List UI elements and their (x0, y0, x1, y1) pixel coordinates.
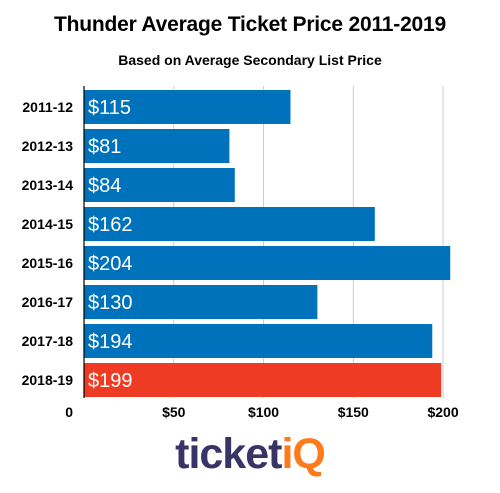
chart-subtitle: Based on Average Secondary List Price (118, 52, 382, 68)
x-tick-label: $100 (248, 404, 279, 420)
bar-2014-15 (84, 207, 375, 241)
bar-chart: $115 2011-12 $81 2012-13 $84 2013-14 $162 2014-… (22, 86, 459, 420)
category-label: 2016-17 (22, 294, 74, 310)
category-label: 2015-16 (22, 255, 74, 271)
chart-title: Thunder Average Ticket Price 2011-2019 (53, 13, 446, 36)
x-tick-label: $50 (162, 404, 186, 420)
bar-value-label: $130 (88, 292, 133, 314)
bar-2011-12 (84, 90, 291, 124)
bar-value-label: $81 (88, 136, 121, 158)
category-label: 2012-13 (22, 138, 74, 154)
bar-value-label: $115 (88, 97, 131, 119)
ticketiq-logo: ticketiQ (0, 430, 500, 479)
category-label: 2014-15 (22, 216, 74, 232)
category-label: 2013-14 (22, 177, 74, 193)
bar-2015-16 (84, 246, 451, 280)
bar-2013-14 (84, 168, 235, 202)
bar-2018-19 (84, 363, 442, 397)
bar-value-label: $84 (88, 175, 121, 197)
bar-2012-13 (84, 129, 230, 163)
bar-2016-17 (84, 285, 318, 319)
logo-text-ticket: ticket (175, 430, 282, 478)
category-label: 2011-12 (22, 99, 73, 115)
logo-text-iq: iQ (281, 430, 325, 478)
bar-value-label: $204 (88, 253, 133, 275)
x-tick-label: $200 (427, 404, 458, 420)
x-tick-label: 0 (65, 404, 73, 420)
bar-value-label: $199 (88, 370, 133, 392)
category-label: 2017-18 (22, 333, 74, 349)
x-tick-label: $150 (338, 404, 369, 420)
bar-2017-18 (84, 324, 433, 358)
bar-value-label: $194 (88, 331, 133, 353)
bar-value-label: $162 (88, 214, 133, 236)
category-label: 2018-19 (22, 372, 74, 388)
